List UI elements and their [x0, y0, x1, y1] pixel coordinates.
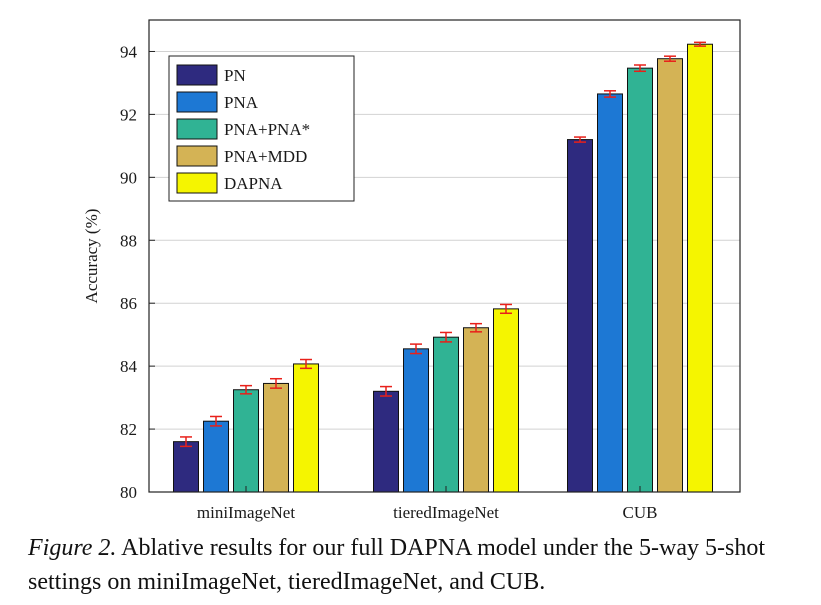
error-bar	[470, 322, 482, 333]
error-bar	[270, 377, 282, 389]
y-tick-label: 88	[120, 231, 137, 250]
legend-label: PNA+PNA*	[224, 120, 310, 139]
bar-chart: 80 82 84 86 88 90 92 94 miniImageNet tieredImageN…	[82, 19, 741, 522]
error-bar	[300, 358, 312, 370]
bars	[173, 43, 713, 493]
bar-pna-mdd-tieredimagenet	[463, 327, 489, 493]
y-tick-label: 86	[120, 294, 137, 313]
bar-pna-miniimagenet	[203, 420, 229, 493]
legend-label: DAPNA	[224, 174, 283, 193]
y-tick-label: 84	[120, 357, 138, 376]
legend-swatch	[176, 118, 218, 140]
y-tick-label: 92	[120, 105, 137, 124]
bar-pna-pna--miniimagenet	[233, 389, 259, 493]
bar-pna-mdd-cub	[657, 58, 683, 493]
x-tick-label: tieredImageNet	[393, 503, 499, 522]
bar-pn-cub	[567, 139, 593, 493]
legend-swatch	[176, 172, 218, 194]
error-bar	[380, 385, 392, 397]
bar-pn-miniimagenet	[173, 441, 199, 493]
legend-label: PN	[224, 66, 246, 85]
error-bar	[694, 41, 706, 47]
error-bar	[574, 136, 586, 143]
y-tick-label: 94	[120, 42, 138, 61]
error-bar	[180, 436, 192, 448]
bar-pn-tieredimagenet	[373, 390, 399, 493]
legend-swatch	[176, 64, 218, 86]
bar-pna-mdd-miniimagenet	[263, 382, 289, 493]
bar-dapna-miniimagenet	[293, 363, 319, 493]
bar-pna-pna--tieredimagenet	[433, 336, 459, 493]
error-bar	[634, 64, 646, 73]
bar-dapna-tieredimagenet	[493, 308, 519, 493]
bar-dapna-cub	[687, 43, 713, 493]
plot-frame	[148, 19, 741, 493]
error-bar	[664, 55, 676, 62]
axis-ticks: 80 82 84 86 88 90 92 94 miniImageNet tieredImageN…	[120, 42, 657, 522]
legend-swatch	[176, 145, 218, 167]
error-bar	[240, 384, 252, 395]
legend-label: PNA	[224, 93, 259, 112]
error-bar	[410, 343, 422, 355]
error-bar	[604, 90, 616, 98]
error-bar	[440, 331, 452, 343]
error-bar	[500, 303, 512, 315]
y-axis-label: Accuracy (%)	[82, 209, 101, 304]
bar-pna-cub	[597, 93, 623, 493]
caption-label: Figure 2.	[28, 535, 117, 561]
y-tick-label: 90	[120, 168, 137, 187]
legend-swatch	[176, 91, 218, 113]
error-bars	[180, 41, 706, 448]
figure-caption: Figure 2. Ablative results for our full …	[28, 531, 818, 599]
bar-pna-pna--cub	[627, 67, 653, 493]
caption-text: Ablative results for our full DAPNA mode…	[28, 535, 765, 595]
bar-pna-tieredimagenet	[403, 348, 429, 493]
y-tick-label: 80	[120, 483, 137, 502]
x-tick-label: CUB	[623, 503, 658, 522]
x-tick-label: miniImageNet	[197, 503, 295, 522]
legend-label: PNA+MDD	[224, 147, 307, 166]
y-tick-label: 82	[120, 420, 137, 439]
legend: PN PNA PNA+PNA* PNA+MDD DAPNA	[168, 55, 355, 202]
error-bar	[210, 415, 222, 427]
